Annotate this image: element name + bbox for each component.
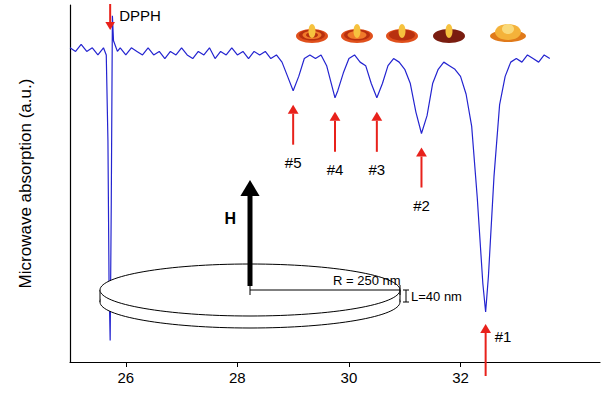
svg-text:26: 26 [117,369,134,386]
svg-text:#2: #2 [413,197,430,214]
svg-text:#5: #5 [285,154,302,171]
svg-text:32: 32 [452,369,469,386]
svg-text:R = 250 nm: R = 250 nm [333,273,401,288]
svg-text:DPPH: DPPH [119,7,161,24]
svg-text:28: 28 [229,369,246,386]
svg-text:30: 30 [341,369,358,386]
svg-text:H: H [224,210,236,227]
svg-text:#4: #4 [327,161,344,178]
svg-text:Microwave absorption (a.u.): Microwave absorption (a.u.) [16,79,35,289]
svg-text:L=40 nm: L=40 nm [411,289,462,304]
svg-text:#3: #3 [368,161,385,178]
svg-text:#1: #1 [495,328,512,345]
